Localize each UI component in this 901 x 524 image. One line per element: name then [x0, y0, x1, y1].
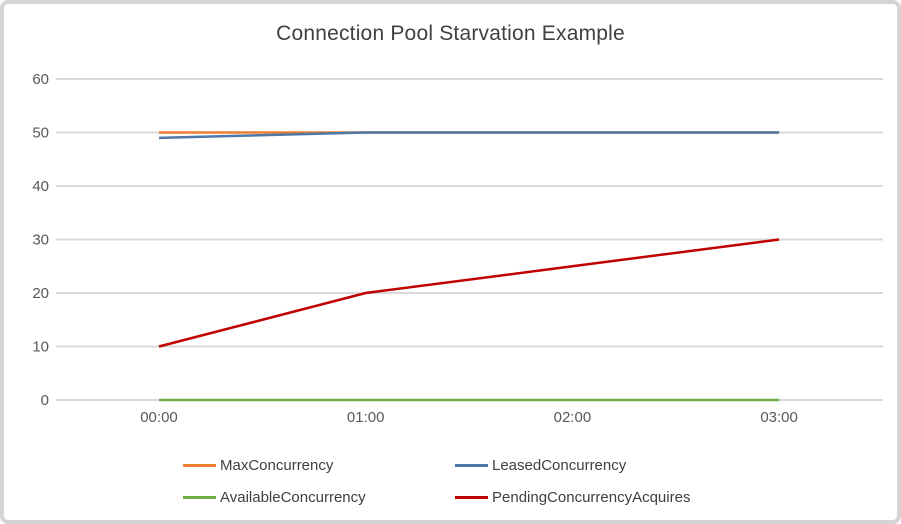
- legend-item-leasedconcurrency: LeasedConcurrency: [455, 455, 690, 476]
- legend-label: AvailableConcurrency: [220, 489, 366, 506]
- y-tick-label-50: 50: [32, 125, 49, 142]
- legend-item-maxconcurrency: MaxConcurrency: [183, 455, 455, 476]
- legend-item-pendingconcurrencyacquires: PendingConcurrencyAcquires: [455, 487, 690, 508]
- legend-item-availableconcurrency: AvailableConcurrency: [183, 487, 455, 508]
- x-tick-label-2: 02:00: [554, 409, 592, 426]
- x-tick-label-3: 03:00: [760, 409, 798, 426]
- legend-label: PendingConcurrencyAcquires: [492, 489, 691, 506]
- x-tick-label-1: 01:00: [347, 409, 385, 426]
- y-tick-label-60: 60: [32, 71, 49, 88]
- series-line-leasedconcurrency: [158, 131, 780, 140]
- y-tick-label-0: 0: [41, 392, 49, 409]
- y-tick-label-30: 30: [32, 232, 49, 249]
- legend-swatch-icon: [455, 464, 488, 467]
- legend-swatch-icon: [183, 464, 216, 467]
- y-tick-label-20: 20: [32, 285, 49, 302]
- legend: MaxConcurrency LeasedConcurrency Available…: [183, 455, 690, 508]
- series-line-pendingconcurrencyacquires: [158, 238, 780, 348]
- legend-swatch-icon: [455, 496, 488, 499]
- line-chart-plot: 0 10 20 30 40 50 60 00:00 01:00 02:00 03:00: [32, 71, 883, 426]
- legend-label: MaxConcurrency: [220, 457, 334, 474]
- legend-swatch-icon: [183, 496, 216, 499]
- y-tick-label-10: 10: [32, 339, 49, 356]
- y-tick-label-40: 40: [32, 178, 49, 195]
- legend-label: LeasedConcurrency: [492, 457, 627, 474]
- x-tick-label-0: 00:00: [140, 409, 178, 426]
- chart-title: Connection Pool Starvation Example: [276, 22, 625, 45]
